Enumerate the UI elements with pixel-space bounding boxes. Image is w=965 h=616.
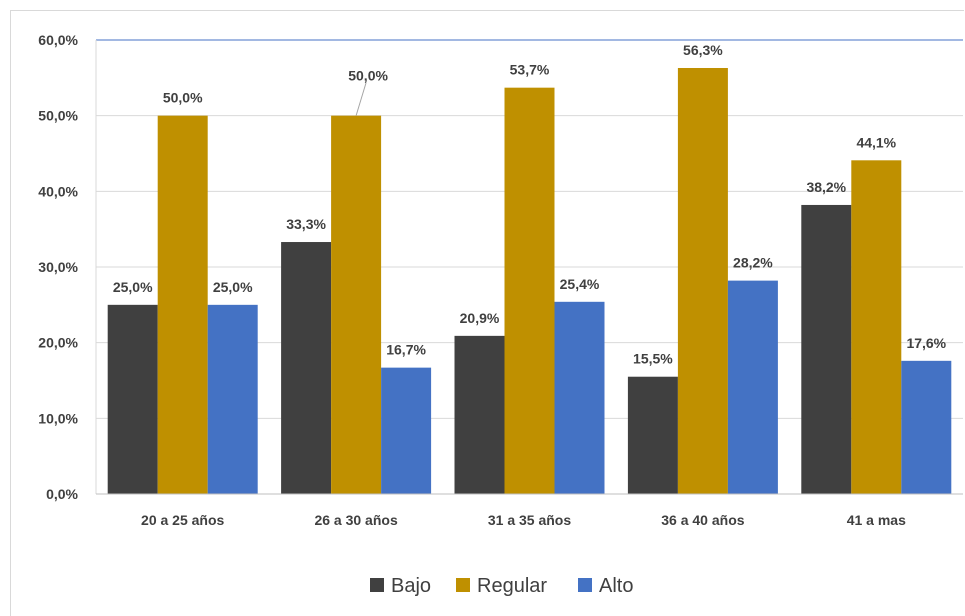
axes: 0,0% 10,0% 20,0% 30,0% 40,0% 50,0% 60,0% 20 a 2… [38, 32, 963, 528]
data-label: 25,0% [113, 279, 153, 295]
x-tick-label: 26 a 30 años [314, 512, 397, 528]
data-label: 33,3% [286, 216, 326, 232]
data-label: 25,4% [560, 276, 600, 292]
data-label: 15,5% [633, 351, 673, 367]
bar-bajo [801, 204, 852, 494]
data-label: 50,0% [348, 68, 388, 84]
y-tick-label: 0,0% [46, 486, 78, 502]
x-tick-label: 36 a 40 años [661, 512, 744, 528]
bar-alto [554, 301, 605, 494]
bar-bajo [281, 242, 332, 494]
bar-regular [677, 67, 728, 494]
data-label: 50,0% [163, 90, 203, 106]
bars [107, 67, 952, 495]
bar-alto [727, 280, 778, 494]
y-tick-label: 60,0% [38, 32, 78, 48]
bar-regular [504, 87, 555, 495]
x-tick-label: 41 a mas [847, 512, 906, 528]
legend-label-regular: Regular [477, 575, 547, 597]
data-label: 17,6% [906, 335, 946, 351]
legend: Bajo Regular Alto [370, 575, 633, 597]
bar-regular [157, 115, 208, 495]
data-label: 16,7% [386, 342, 426, 358]
data-label: 56,3% [683, 42, 723, 58]
bar-regular [851, 160, 902, 494]
bar-bajo [454, 335, 505, 494]
legend-swatch-alto [578, 578, 592, 592]
data-label: 20,9% [460, 310, 500, 326]
legend-swatch-bajo [370, 578, 384, 592]
legend-swatch-regular [456, 578, 470, 592]
bar-regular [331, 115, 382, 495]
leader-line [355, 82, 367, 116]
y-tick-label: 40,0% [38, 183, 78, 199]
bar-bajo [627, 376, 678, 494]
bar-alto [901, 360, 952, 494]
data-labels: 25,0% 50,0% 25,0% 33,3% 50,0% 16,7% 20,9% 53,7%… [113, 42, 947, 367]
legend-label-alto: Alto [599, 575, 633, 597]
bar-alto [381, 367, 432, 494]
x-tick-label: 31 a 35 años [488, 512, 571, 528]
bar-alto [207, 304, 258, 494]
data-label: 25,0% [213, 279, 253, 295]
y-tick-label: 10,0% [38, 410, 78, 426]
y-tick-label: 50,0% [38, 108, 78, 124]
legend-label-bajo: Bajo [391, 575, 431, 597]
y-tick-label: 20,0% [38, 335, 78, 351]
data-label: 44,1% [856, 134, 896, 150]
data-label: 53,7% [510, 62, 550, 78]
bar-bajo [107, 304, 158, 494]
x-tick-label: 20 a 25 años [141, 512, 224, 528]
data-label: 38,2% [806, 179, 846, 195]
y-tick-label: 30,0% [38, 259, 78, 275]
data-label: 28,2% [733, 255, 773, 271]
